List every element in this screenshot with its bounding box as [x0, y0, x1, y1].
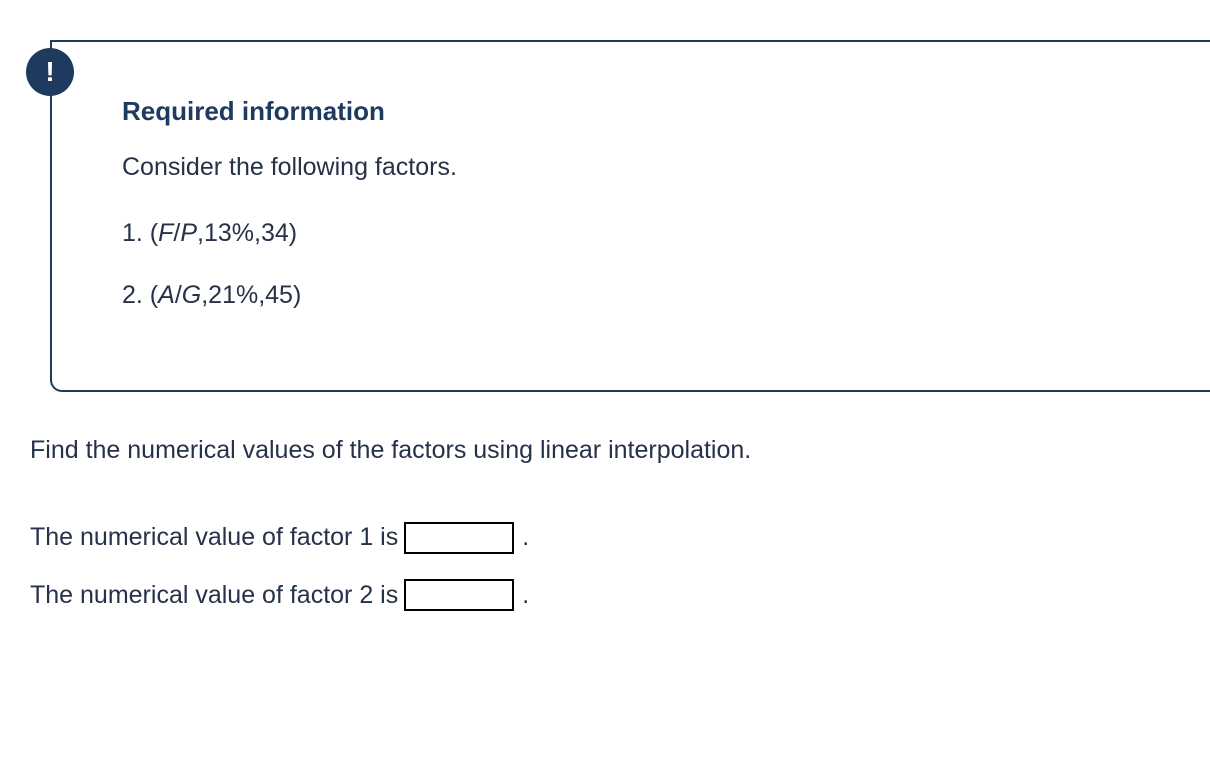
required-info-box: ! Required information Consider the foll…: [50, 40, 1210, 392]
answer1-period: .: [522, 519, 529, 557]
factor2-var-a: A: [158, 281, 175, 309]
factor1-input[interactable]: [404, 522, 514, 554]
factor1-prefix: 1. (: [122, 219, 158, 247]
factor-2: 2. (A/G,21%,45): [122, 277, 1160, 315]
answer2-label: The numerical value of factor 2 is: [30, 577, 398, 615]
factor1-var-p: P: [180, 219, 197, 247]
info-content: Required information Consider the follow…: [50, 40, 1210, 392]
factor1-rest: ,13%,34): [197, 219, 297, 247]
factor2-prefix: 2. (: [122, 281, 158, 309]
instruction-text: Find the numerical values of the factors…: [30, 432, 1210, 470]
factor1-var-f: F: [158, 219, 173, 247]
required-heading: Required information: [122, 92, 1160, 131]
exclamation-icon: !: [26, 48, 74, 96]
factor2-rest: ,21%,45): [201, 281, 301, 309]
answer-row-2: The numerical value of factor 2 is .: [30, 577, 1210, 615]
factor2-var-g: G: [182, 281, 201, 309]
answer-row-1: The numerical value of factor 1 is .: [30, 519, 1210, 557]
factor-1: 1. (F/P,13%,34): [122, 215, 1160, 253]
factor2-input[interactable]: [404, 579, 514, 611]
answer1-label: The numerical value of factor 1 is: [30, 519, 398, 557]
exclamation-char: !: [45, 51, 54, 93]
answer2-period: .: [522, 577, 529, 615]
intro-text: Consider the following factors.: [122, 149, 1160, 187]
factor2-slash: /: [175, 281, 182, 309]
